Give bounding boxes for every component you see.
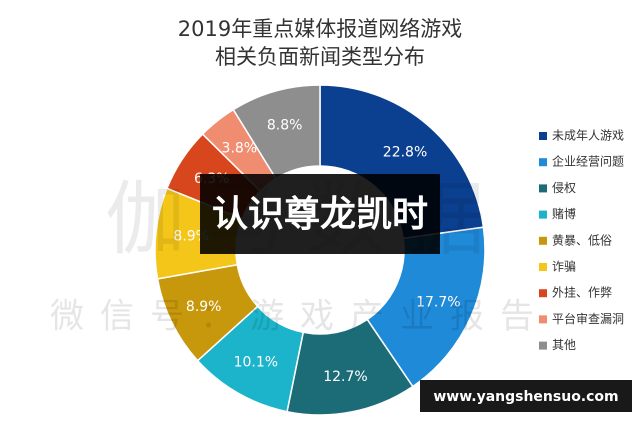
legend-swatch — [539, 315, 547, 324]
legend-swatch — [539, 132, 547, 140]
legend-swatch — [539, 263, 547, 271]
legend-label: 外挂、作弊 — [552, 285, 612, 300]
legend-swatch — [539, 210, 547, 219]
value-label: 12.7% — [323, 369, 367, 385]
url-text: www.yangshensuo.com — [433, 389, 618, 405]
legend-label: 平台审查漏洞 — [552, 311, 624, 326]
watermark-sub: 微信号：游戏产业报告 — [50, 297, 550, 337]
value-label: 10.1% — [234, 354, 278, 370]
legend-label: 其他 — [552, 338, 576, 352]
legend-label: 侵权 — [552, 180, 576, 195]
legend-label: 诈骗 — [552, 259, 576, 274]
value-label: 8.9% — [186, 299, 222, 315]
value-label: 3.8% — [222, 141, 258, 157]
donut-segment — [232, 84, 321, 180]
banner-text: 认识尊龙凯时 — [212, 194, 428, 235]
legend-label: 企业经营问题 — [552, 154, 624, 169]
legend-swatch — [539, 158, 547, 167]
value-label: 17.7% — [416, 295, 460, 311]
chart-title: 相关负面新闻类型分布 — [215, 45, 425, 69]
legend-label: 赌博 — [552, 206, 576, 221]
legend-swatch — [539, 236, 547, 245]
value-label: 22.8% — [383, 144, 427, 160]
legend-label: 未成年人游戏 — [552, 129, 624, 143]
value-label: 8.8% — [267, 117, 303, 133]
url-box — [420, 380, 632, 412]
banner-box — [200, 174, 440, 254]
legend-label: 黄暴、低俗 — [552, 233, 612, 247]
legend-swatch — [539, 341, 547, 350]
legend-swatch — [539, 289, 547, 298]
donut-segment — [366, 226, 486, 388]
chart-title: 2019年重点媒体报道网络游戏 — [178, 17, 462, 41]
legend-swatch — [539, 184, 547, 193]
